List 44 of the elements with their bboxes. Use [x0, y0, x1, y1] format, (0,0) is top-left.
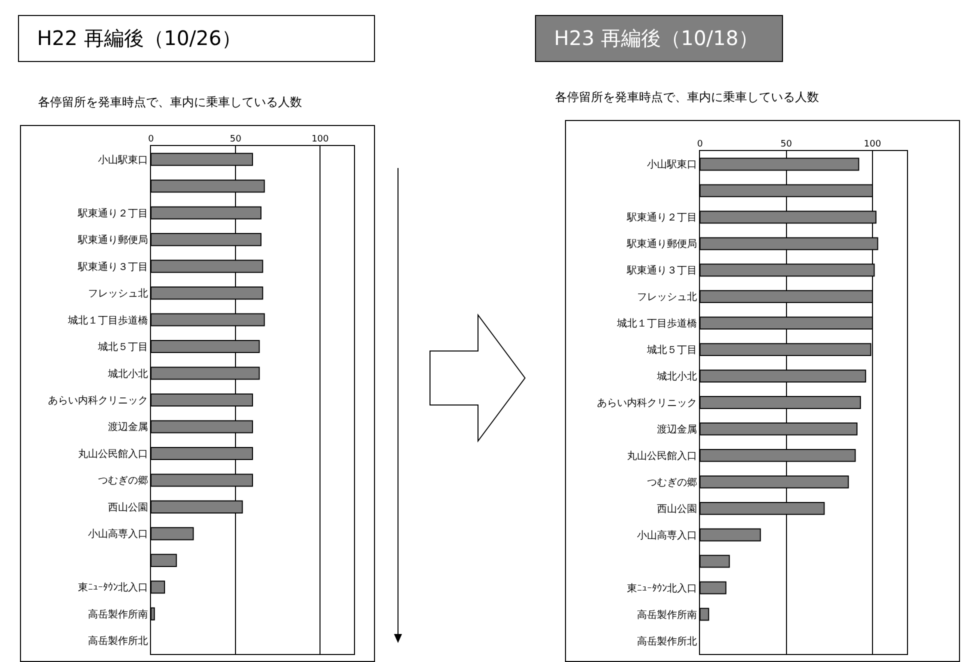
y-tick-label: 東ﾆｭｰﾀｳﾝ北入口 — [78, 582, 148, 594]
y-tick-label: 丸山公民館入口 — [627, 450, 697, 462]
y-tick-label: 駅東通り２丁目 — [77, 207, 148, 220]
y-tick-label: 城北５丁目 — [646, 344, 697, 356]
y-tick-label: フレッシュ北 — [637, 291, 697, 304]
y-tick-label: 東ﾆｭｰﾀｳﾝ北入口 — [627, 582, 697, 594]
y-tick-label: 駅東通り３丁目 — [626, 264, 697, 277]
y-tick-label: 城北５丁目 — [97, 341, 148, 354]
x-tick-label: 0 — [148, 134, 154, 144]
y-tick-label: 駅東通り郵便局 — [77, 234, 148, 246]
y-tick-label: 西山公園 — [657, 502, 697, 515]
x-tick-label: 100 — [312, 134, 330, 144]
y-tick-label: 高岳製作所南 — [637, 608, 697, 621]
y-tick-label: 小山高専入口 — [637, 529, 697, 542]
y-tick-label: 小山高専入口 — [88, 528, 148, 540]
chart-subtitle: 各停留所を発車時点で、車内に乗車している人数 — [555, 89, 819, 106]
y-tick-label: 高岳製作所北 — [88, 635, 148, 648]
y-tick-label: フレッシュ北 — [88, 288, 148, 300]
y-tick-label: 小山駅東口 — [647, 158, 697, 171]
y-tick-label: 城北小北 — [107, 368, 148, 380]
x-tick-label: 100 — [864, 139, 882, 150]
x-tick-label: 50 — [230, 134, 242, 144]
y-tick-label: 渡辺金属 — [657, 423, 697, 436]
y-tick-label: 城北１丁目歩道橋 — [616, 318, 697, 330]
y-tick-label: 城北１丁目歩道橋 — [67, 314, 148, 326]
y-tick-label: 小山駅東口 — [98, 154, 148, 166]
y-tick-label: 駅東通り３丁目 — [77, 260, 148, 273]
x-tick-label: 50 — [780, 139, 792, 150]
chart-subtitle: 各停留所を発車時点で、車内に乗車している人数 — [38, 94, 302, 111]
chart-title: H22 再編後（10/26） — [18, 15, 375, 62]
y-tick-label: つむぎの郷 — [647, 477, 697, 488]
y-tick-label: あらい内科クリニック — [48, 394, 148, 406]
y-tick-label: 高岳製作所南 — [88, 608, 148, 620]
y-tick-label: 西山公園 — [108, 501, 148, 514]
y-tick-label: 駅東通り郵便局 — [626, 238, 697, 250]
y-tick-label: 城北小北 — [656, 370, 697, 383]
y-tick-label: 高岳製作所北 — [637, 635, 697, 648]
y-tick-label: 渡辺金属 — [108, 421, 148, 434]
y-tick-label: あらい内科クリニック — [597, 397, 697, 409]
x-tick-label: 0 — [697, 139, 704, 150]
chart-title: H23 再編後（10/18） — [535, 15, 783, 62]
y-tick-label: 丸山公民館入口 — [78, 448, 148, 460]
y-tick-label: 駅東通り２丁目 — [626, 212, 697, 224]
y-tick-label: つむぎの郷 — [98, 476, 148, 487]
